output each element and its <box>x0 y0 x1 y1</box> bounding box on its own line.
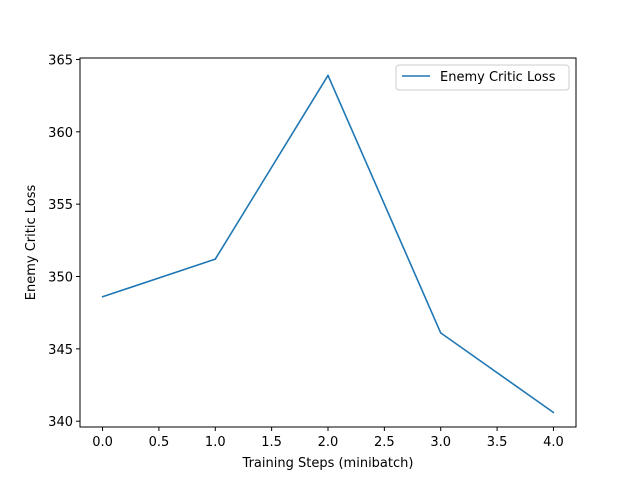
x-tick-label: 3.5 <box>487 435 508 450</box>
x-tick-label: 3.0 <box>430 435 451 450</box>
data-point <box>439 332 442 334</box>
x-tick-label: 2.5 <box>374 435 395 450</box>
x-tick-label: 0.0 <box>92 435 113 450</box>
legend-box <box>395 64 570 91</box>
data-point <box>214 258 217 260</box>
x-tick-label: 2.0 <box>318 435 339 450</box>
x-axis-label: Training Steps (minibatch) <box>242 456 414 471</box>
legend-label: Enemy Critic Loss <box>440 70 556 85</box>
y-tick-label: 365 <box>48 53 73 68</box>
data-point <box>552 411 555 414</box>
x-tick-label: 1.5 <box>261 435 282 450</box>
x-tick-label: 0.5 <box>149 435 170 450</box>
x-tick-label: 1.0 <box>205 435 226 450</box>
y-axis-ticks: 340 345 350 355 360 365 <box>48 53 80 430</box>
data-point <box>327 74 329 77</box>
y-axis-label: Enemy Critic Loss <box>24 185 39 301</box>
y-tick-label: 345 <box>48 343 73 358</box>
data-point <box>101 295 104 298</box>
legend: Enemy Critic Loss <box>395 64 570 91</box>
y-tick-label: 350 <box>48 271 73 286</box>
plot-frame <box>79 57 577 428</box>
x-axis-ticks: 0.0 0.5 1.0 1.5 2.0 2.5 3.0 3.5 4.0 <box>92 427 564 450</box>
x-tick-label: 4.0 <box>543 435 564 450</box>
y-tick-label: 355 <box>48 198 73 213</box>
y-tick-label: 340 <box>48 415 73 430</box>
y-tick-label: 360 <box>48 126 73 141</box>
series-layer <box>101 74 555 414</box>
